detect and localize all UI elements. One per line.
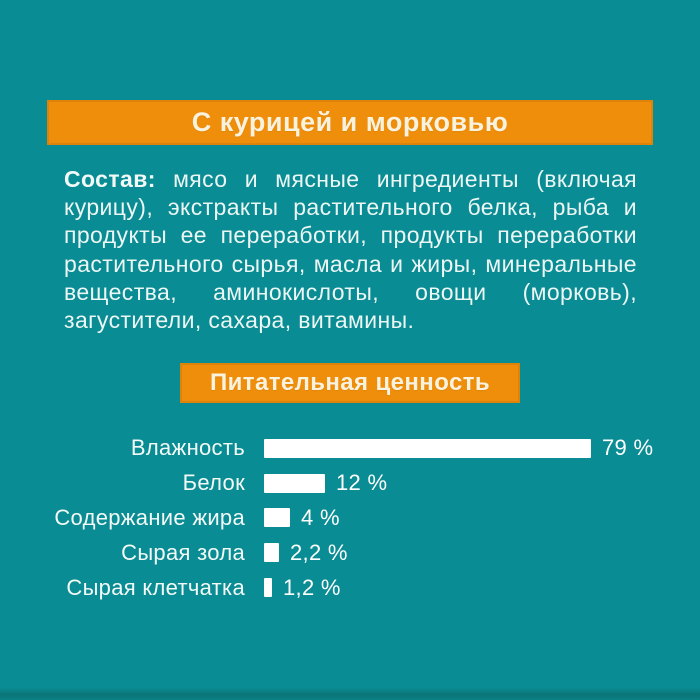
nutrition-banner-text: Питательная ценность (209, 369, 490, 396)
chart-row: Сырая клетчатка 1,2 % (0, 570, 700, 605)
chart-bar (264, 578, 272, 598)
chart-category-label: Сырая клетчатка (66, 574, 245, 600)
chart-bar (264, 473, 325, 493)
chart-value-label: 2,2 % (290, 539, 348, 565)
chart-bar (264, 438, 591, 458)
chart-row: Влажность 79 % (0, 431, 700, 466)
nutrition-chart: Влажность 79 % Белок 12 % Содержание жира 4 %… (0, 431, 700, 605)
nutrition-banner: Питательная ценность (180, 363, 520, 403)
chart-row: Белок 12 % (0, 466, 700, 501)
composition-label: Состав: (64, 166, 156, 192)
flavor-banner: С курицей и морковью (47, 100, 653, 145)
chart-category-label: Содержание жира (54, 504, 245, 530)
chart-bar (264, 508, 290, 528)
package-edge-shadow (0, 688, 700, 700)
chart-category-label: Сырая зола (121, 539, 245, 565)
chart-value-label: 1,2 % (283, 574, 341, 600)
flavor-banner-text: С курицей и морковью (191, 107, 509, 137)
chart-value-label: 12 % (336, 470, 388, 496)
chart-value-label: 79 % (602, 435, 654, 461)
composition-paragraph: Состав: мясо и мясные ингредиенты (включ… (64, 165, 637, 334)
chart-value-label: 4 % (301, 504, 340, 530)
chart-category-label: Влажность (130, 435, 245, 461)
chart-bar (264, 543, 279, 563)
composition-text: мясо и мясные ингредиенты (включая куриц… (64, 166, 637, 334)
chart-row: Содержание жира 4 % (0, 501, 700, 536)
chart-category-label: Белок (182, 470, 245, 496)
chart-row: Сырая зола 2,2 % (0, 535, 700, 570)
